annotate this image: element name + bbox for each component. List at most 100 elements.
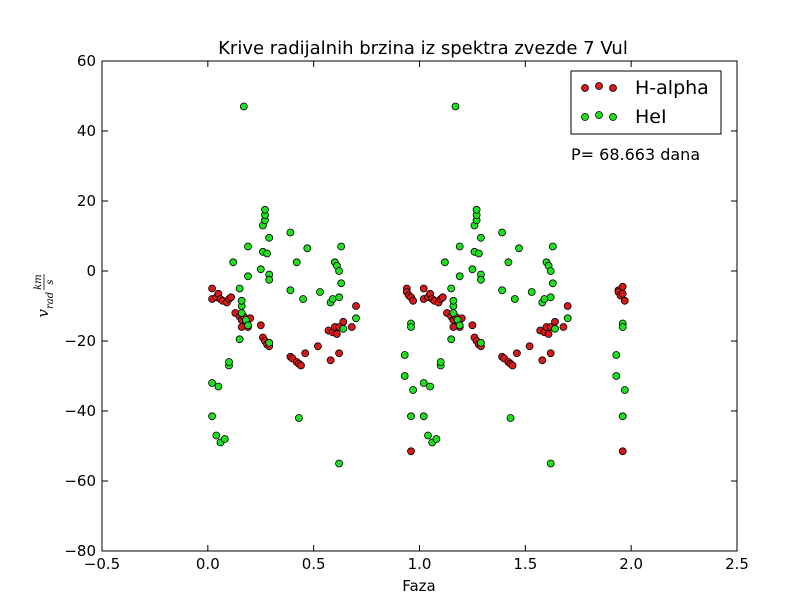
data-point-hei bbox=[352, 314, 360, 323]
data-point-hei bbox=[400, 351, 409, 359]
data-point-hei bbox=[214, 382, 223, 391]
data-point-hei bbox=[237, 309, 246, 317]
data-point-h-alpha bbox=[449, 323, 458, 331]
data-point-hei bbox=[419, 412, 428, 421]
data-point-hei bbox=[244, 242, 252, 251]
data-point-hei bbox=[563, 314, 572, 323]
data-point-hei bbox=[476, 275, 485, 284]
data-point-hei bbox=[515, 244, 523, 253]
data-point-h-alpha bbox=[618, 447, 627, 456]
data-point-h-alpha bbox=[551, 317, 559, 326]
data-point-hei bbox=[451, 102, 460, 111]
data-point-hei bbox=[618, 412, 627, 421]
y-tick-label: −60 bbox=[64, 472, 96, 490]
data-point-hei bbox=[299, 295, 308, 303]
data-point-hei bbox=[504, 258, 513, 267]
data-point-h-alpha bbox=[347, 323, 356, 331]
data-point-hei bbox=[265, 275, 274, 284]
data-point-hei bbox=[235, 335, 244, 344]
data-point-hei bbox=[261, 205, 269, 214]
data-point-h-alpha bbox=[208, 284, 217, 293]
y-tick-label: −20 bbox=[64, 332, 96, 350]
data-point-h-alpha bbox=[563, 302, 572, 310]
data-point-hei bbox=[229, 258, 238, 267]
data-point-hei bbox=[424, 431, 432, 440]
data-point-hei bbox=[407, 323, 415, 331]
data-point-hei bbox=[546, 293, 555, 302]
data-point-hei bbox=[212, 431, 221, 440]
data-point-h-alpha bbox=[326, 356, 335, 365]
data-point-hei bbox=[455, 321, 464, 330]
data-point-h-alpha bbox=[301, 349, 310, 358]
data-point-h-alpha bbox=[352, 302, 360, 310]
data-point-h-alpha bbox=[618, 289, 627, 298]
data-point-hei bbox=[449, 309, 458, 317]
data-point-h-alpha bbox=[525, 342, 534, 351]
data-point-hei bbox=[476, 338, 485, 347]
data-point-hei bbox=[294, 414, 303, 422]
data-point-hei bbox=[455, 272, 464, 281]
data-point-hei bbox=[409, 386, 418, 394]
data-point-h-alpha bbox=[237, 323, 246, 331]
data-point-h-alpha bbox=[546, 349, 555, 358]
data-point-hei bbox=[472, 205, 481, 214]
data-point-hei bbox=[419, 379, 428, 387]
data-point-hei bbox=[447, 284, 456, 293]
data-point-h-alpha bbox=[544, 330, 553, 338]
data-point-hei bbox=[237, 296, 246, 305]
data-point-hei bbox=[449, 296, 458, 305]
data-point-hei bbox=[476, 233, 485, 242]
data-point-hei bbox=[328, 295, 337, 303]
x-tick-label: 2.0 bbox=[619, 555, 643, 573]
data-point-hei bbox=[498, 286, 507, 295]
data-point-h-alpha bbox=[620, 296, 629, 305]
legend: H-alpha HeI bbox=[570, 70, 722, 135]
data-point-h-alpha bbox=[513, 349, 521, 358]
data-point-hei bbox=[620, 386, 629, 394]
data-point-h-alpha bbox=[508, 361, 517, 370]
data-point-hei bbox=[303, 244, 312, 253]
data-point-hei bbox=[265, 233, 274, 242]
data-point-hei bbox=[510, 295, 519, 303]
x-tick-label: 0.5 bbox=[302, 555, 326, 573]
data-point-hei bbox=[239, 102, 248, 111]
data-point-hei bbox=[263, 249, 272, 258]
y-label-symbol: v bbox=[34, 308, 52, 317]
data-point-hei bbox=[335, 267, 344, 275]
y-tick-label: 60 bbox=[77, 52, 96, 70]
data-point-hei bbox=[407, 412, 415, 421]
data-point-h-alpha bbox=[335, 349, 344, 358]
y-label-unit-denominator: s bbox=[45, 279, 56, 284]
x-tick-label: 0.0 bbox=[196, 555, 220, 573]
data-point-h-alpha bbox=[468, 321, 477, 330]
plot-frame bbox=[101, 60, 738, 552]
y-label-unit-numerator: km bbox=[33, 274, 44, 290]
data-point-hei bbox=[286, 286, 295, 295]
data-point-hei bbox=[335, 459, 344, 468]
data-point-hei bbox=[548, 279, 557, 288]
data-point-h-alpha bbox=[419, 284, 428, 293]
data-point-hei bbox=[244, 272, 252, 281]
data-point-hei bbox=[447, 335, 456, 344]
legend-marker-h-alpha bbox=[609, 84, 617, 92]
data-point-hei bbox=[455, 242, 464, 251]
data-point-hei bbox=[265, 338, 274, 347]
data-point-hei bbox=[548, 242, 557, 251]
y-tick-label: −80 bbox=[64, 542, 96, 560]
data-point-hei bbox=[468, 265, 477, 274]
data-point-h-alpha bbox=[256, 321, 265, 330]
legend-marker-h-alpha bbox=[581, 84, 589, 92]
y-tick-label: 40 bbox=[77, 122, 96, 140]
x-tick-label: −0.5 bbox=[84, 555, 120, 573]
chart-title: Krive radijalnih brzina iz spektra zvezd… bbox=[218, 38, 628, 59]
data-point-hei bbox=[426, 382, 435, 391]
data-point-hei bbox=[339, 324, 348, 333]
x-axis-label: Faza bbox=[402, 577, 436, 595]
data-point-hei bbox=[256, 265, 265, 274]
legend-box bbox=[570, 70, 722, 135]
data-point-h-alpha bbox=[339, 317, 348, 326]
data-point-hei bbox=[546, 267, 555, 275]
data-points bbox=[208, 102, 629, 468]
data-point-h-alpha bbox=[407, 447, 415, 456]
